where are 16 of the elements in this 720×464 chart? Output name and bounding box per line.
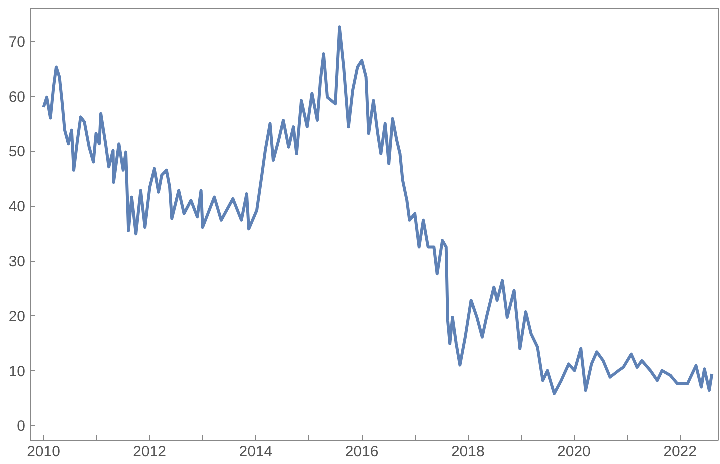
y-tick-label: 60 bbox=[8, 88, 26, 106]
x-tick-label: 2018 bbox=[451, 444, 485, 460]
x-tick-label: 2016 bbox=[345, 444, 379, 460]
x-tick-label: 2020 bbox=[558, 444, 591, 460]
y-tick-label: 0 bbox=[17, 418, 26, 436]
y-tick-label: 20 bbox=[8, 308, 26, 326]
y-tick-label: 40 bbox=[8, 198, 26, 216]
x-tick-label: 2014 bbox=[239, 444, 273, 460]
y-tick-label: 70 bbox=[8, 34, 26, 51]
x-tick-label: 2022 bbox=[664, 444, 697, 460]
line-series bbox=[42, 26, 714, 396]
y-tick-label: 30 bbox=[8, 254, 26, 271]
y-tick-label: 10 bbox=[8, 363, 26, 380]
x-tick-label: 2010 bbox=[27, 444, 60, 460]
y-tick-label: 50 bbox=[8, 144, 26, 161]
x-tick-label: 2012 bbox=[133, 444, 167, 460]
